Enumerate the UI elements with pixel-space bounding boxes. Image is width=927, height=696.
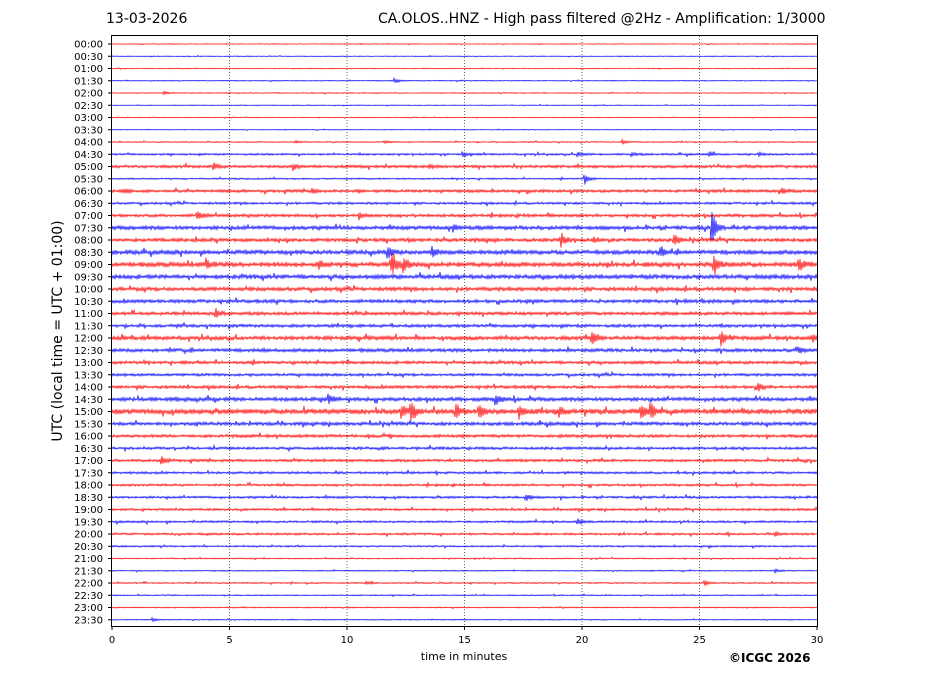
row-label-0000: 00:00: [74, 40, 103, 51]
trace-1730: [111, 468, 818, 477]
row-label-1830: 18:30: [74, 493, 103, 504]
copyright-credit: ©ICGC 2026: [729, 651, 811, 665]
trace-0700: [111, 211, 818, 221]
row-label-1030: 10:30: [74, 297, 103, 308]
trace-0130: [111, 76, 818, 84]
x-tick-label-30: 30: [811, 635, 824, 646]
trace-1030: [111, 297, 818, 306]
trace-1700: [111, 456, 818, 465]
row-label-0930: 09:30: [74, 272, 103, 283]
row-label-0430: 04:30: [74, 150, 103, 161]
row-label-2030: 20:30: [74, 542, 103, 553]
row-label-0630: 06:30: [74, 199, 103, 210]
row-label-1100: 11:00: [74, 309, 103, 320]
row-label-2200: 22:00: [74, 579, 103, 590]
vertical-gridlines: [229, 36, 700, 626]
row-label-0100: 01:00: [74, 64, 103, 75]
row-label-1930: 19:30: [74, 517, 103, 528]
row-label-2230: 22:30: [74, 591, 103, 602]
row-label-0830: 08:30: [74, 248, 103, 259]
row-label-0230: 02:30: [74, 101, 103, 112]
trace-0530: [111, 174, 818, 185]
x-tick-label-15: 15: [458, 635, 471, 646]
row-label-1730: 17:30: [74, 468, 103, 479]
row-label-0130: 01:30: [74, 76, 103, 87]
row-label-1600: 16:00: [74, 432, 103, 443]
row-label-0800: 08:00: [74, 236, 103, 247]
row-label-0730: 07:30: [74, 223, 103, 234]
row-label-0330: 03:30: [74, 125, 103, 136]
row-label-0030: 00:30: [74, 52, 103, 63]
row-label-0500: 05:00: [74, 162, 103, 173]
trace-1830: [111, 493, 818, 502]
row-label-1900: 19:00: [74, 505, 103, 516]
row-label-1700: 17:00: [74, 456, 103, 467]
row-label-1300: 13:00: [74, 358, 103, 369]
row-label-0200: 02:00: [74, 89, 103, 100]
trace-0500: [111, 162, 818, 172]
y-axis-label: UTC (local time = UTC + 01:00): [50, 220, 66, 441]
trace-0630: [111, 199, 818, 208]
trace-1100: [111, 308, 818, 318]
row-label-1200: 12:00: [74, 334, 103, 345]
trace-0600: [111, 186, 818, 196]
row-label-1000: 10:00: [74, 285, 103, 296]
row-label-1800: 18:00: [74, 481, 103, 492]
row-label-2300: 23:00: [74, 603, 103, 614]
trace-0430: [111, 150, 818, 159]
trace-1230: [111, 346, 818, 355]
row-label-2100: 21:00: [74, 554, 103, 565]
row-label-0900: 09:00: [74, 260, 103, 271]
row-label-1500: 15:00: [74, 407, 103, 418]
trace-2200: [111, 579, 818, 586]
row-label-2000: 20:00: [74, 530, 103, 541]
trace-2230: [111, 593, 818, 598]
row-label-0600: 06:00: [74, 187, 103, 198]
row-label-1130: 11:30: [74, 321, 103, 332]
chart-date: 13-03-2026: [106, 11, 188, 27]
row-label-1400: 14:00: [74, 383, 103, 394]
row-label-1430: 14:30: [74, 395, 103, 406]
x-tick-label-20: 20: [576, 635, 589, 646]
trace-2300: [111, 605, 818, 610]
trace-1300: [111, 358, 818, 367]
trace-0100: [111, 67, 818, 70]
trace-0000: [111, 42, 818, 46]
x-tick-label-0: 0: [109, 635, 115, 646]
chart-title: CA.OLOS..HNZ - High pass filtered @2Hz -…: [378, 11, 826, 27]
row-label-1530: 15:30: [74, 419, 103, 430]
row-label-0700: 07:00: [74, 211, 103, 222]
trace-1900: [111, 505, 818, 514]
row-label-1630: 16:30: [74, 444, 103, 455]
x-tick-label-10: 10: [341, 635, 354, 646]
row-label-0400: 04:00: [74, 138, 103, 149]
plot-frame: [111, 35, 818, 627]
row-label-0300: 03:00: [74, 113, 103, 124]
x-tick-label-5: 5: [226, 635, 232, 646]
row-label-1330: 13:30: [74, 370, 103, 381]
row-label-1230: 12:30: [74, 346, 103, 357]
trace-1000: [111, 284, 818, 294]
trace-2330: [111, 616, 818, 623]
trace-1130: [111, 322, 818, 330]
trace-0030: [111, 54, 818, 58]
row-label-2330: 23:30: [74, 615, 103, 626]
row-label-0530: 05:30: [74, 174, 103, 185]
trace-1800: [111, 481, 818, 489]
trace-2000: [111, 530, 818, 538]
trace-1930: [111, 518, 818, 526]
x-tick-label-25: 25: [693, 635, 706, 646]
row-label-2130: 21:30: [74, 566, 103, 577]
x-axis: 0 5 10 15 20 25 30: [109, 626, 824, 646]
x-axis-label: time in minutes: [421, 650, 508, 663]
